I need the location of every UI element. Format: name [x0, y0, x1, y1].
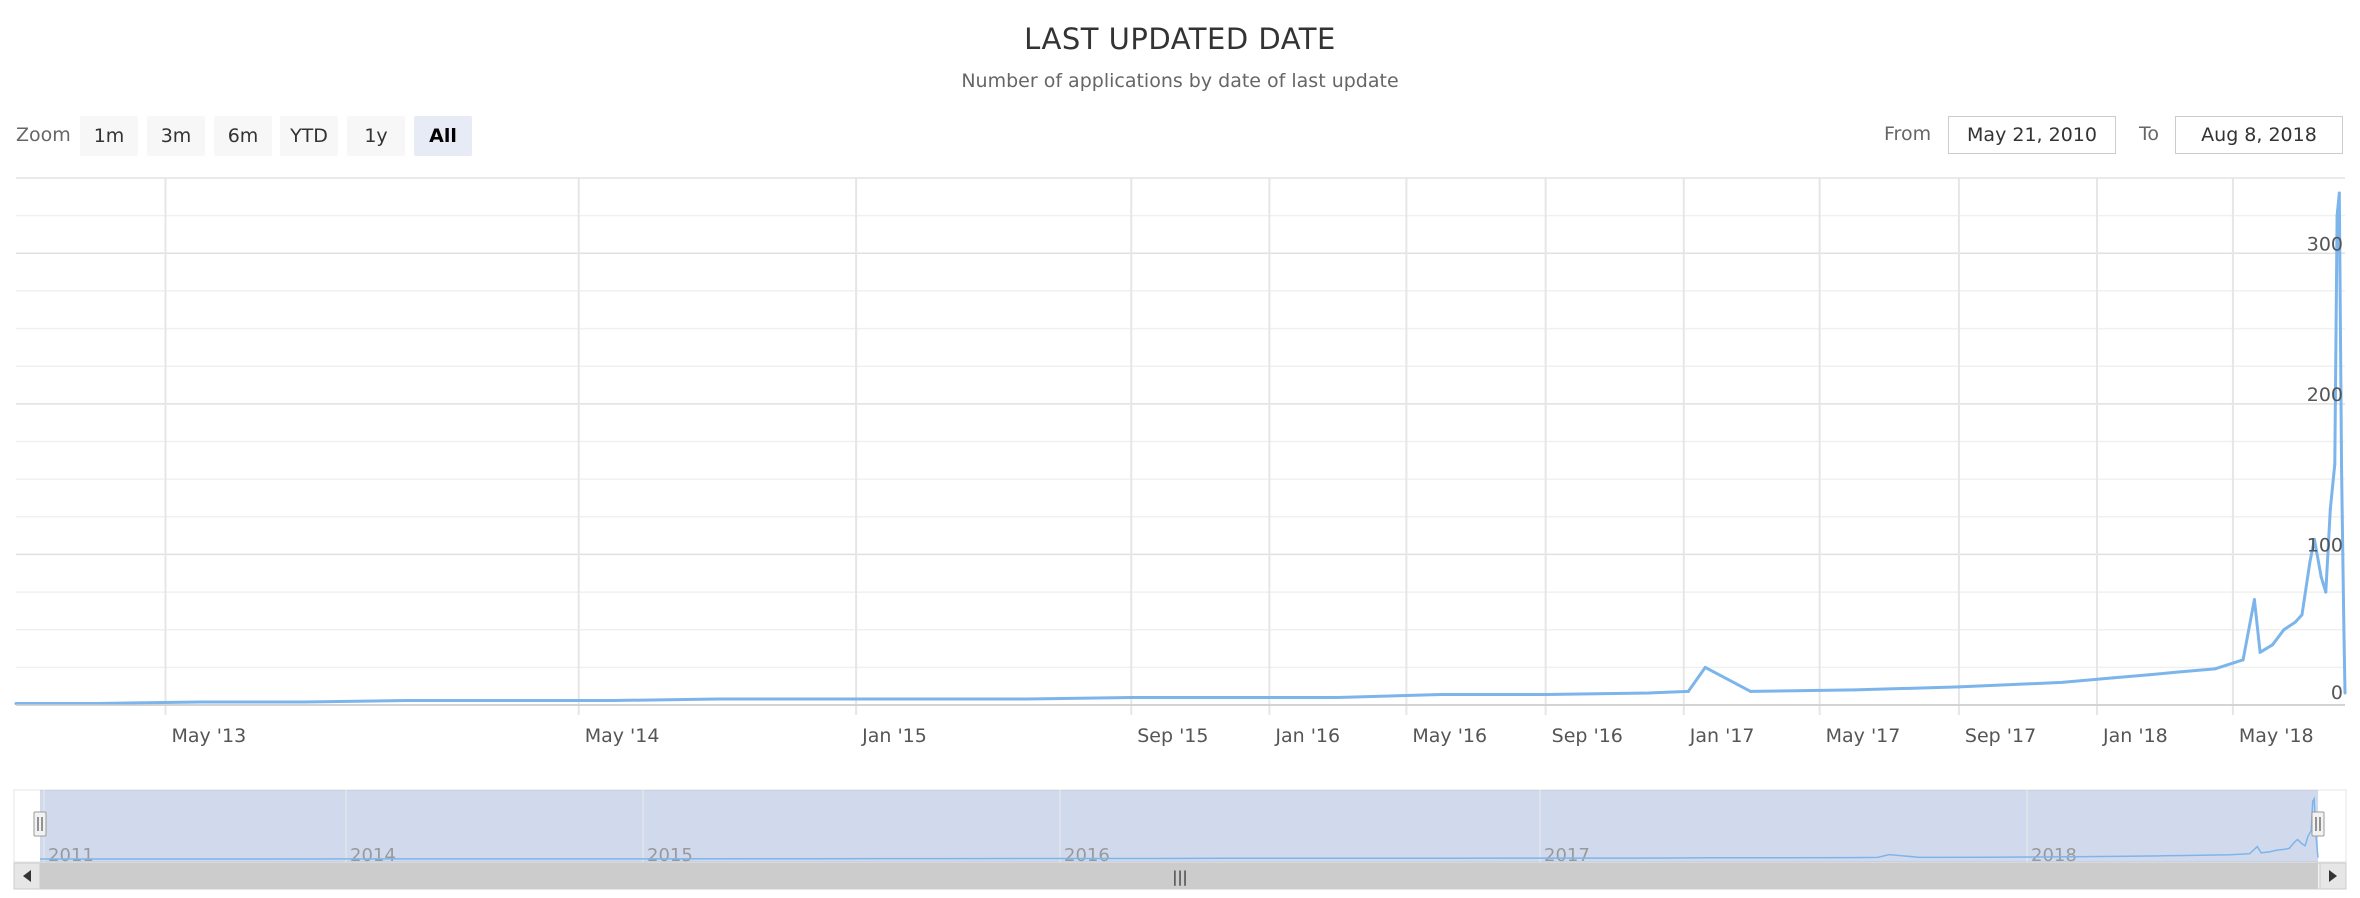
data-point — [2293, 620, 2297, 624]
navigator-year-label: 2018 — [2031, 845, 2077, 866]
x-tick-label: May '13 — [171, 725, 246, 747]
x-tick-label: Sep '17 — [1965, 725, 2036, 747]
data-point — [2312, 537, 2316, 541]
zoom-label: Zoom — [16, 124, 71, 146]
data-point — [2333, 462, 2337, 466]
data-point — [2335, 214, 2339, 218]
data-point — [2308, 560, 2312, 564]
arrow-left-icon — [23, 870, 31, 882]
scrollbar-grip-icon: ||| — [1172, 868, 1187, 886]
data-point — [2343, 691, 2347, 695]
zoom-all-button[interactable]: All — [414, 116, 472, 156]
data-point — [508, 698, 512, 702]
navigator-year-label: 2016 — [1064, 845, 1110, 866]
from-date-input[interactable]: May 21, 2010 — [1948, 116, 2116, 154]
grid — [16, 177, 2345, 715]
zoom-ytd-button[interactable]: YTD — [280, 116, 338, 156]
zoom-6m-button[interactable]: 6m — [214, 116, 272, 156]
data-point — [1439, 692, 1443, 696]
navigator-year-label: 2017 — [1544, 845, 1590, 866]
data-point — [2300, 613, 2304, 617]
data-point — [716, 697, 720, 701]
x-tick-label: Sep '15 — [1137, 725, 1208, 747]
data-point — [2328, 507, 2332, 511]
data-point — [2146, 673, 2150, 677]
data-point — [1544, 692, 1548, 696]
data-point — [1957, 685, 1961, 689]
zoom-1m-button[interactable]: 1m — [80, 116, 138, 156]
x-tick-label: May '16 — [1412, 725, 1487, 747]
zoom-1y-button[interactable]: 1y — [347, 116, 405, 156]
navigator-frame — [13, 789, 2347, 863]
data-point — [2111, 676, 2115, 680]
data-point — [94, 701, 98, 705]
data-point — [819, 697, 823, 701]
data-point — [2258, 650, 2262, 654]
data-point — [1232, 695, 1236, 699]
data-point — [2060, 680, 2064, 684]
data-point — [1129, 695, 1133, 699]
x-tick-label: Jan '17 — [1689, 725, 1755, 747]
data-point — [2213, 667, 2217, 671]
data-point — [1686, 689, 1690, 693]
x-tick-label: Jan '16 — [1274, 725, 1340, 747]
data-point — [2342, 628, 2346, 632]
data-point — [2282, 628, 2286, 632]
chart-title: LAST UPDATED DATE — [1024, 22, 1336, 56]
scrollbar-right-button[interactable] — [2319, 862, 2347, 890]
data-point — [2337, 191, 2341, 195]
data-point — [2252, 598, 2256, 602]
navigator-right-handle[interactable] — [2311, 811, 2325, 837]
navigator-year-label: 2015 — [647, 845, 693, 866]
series — [14, 191, 2347, 705]
data-point — [921, 697, 925, 701]
data-point — [199, 700, 203, 704]
data-point — [2340, 470, 2344, 474]
data-point — [1749, 689, 1753, 693]
from-label: From — [1884, 123, 1932, 145]
handle-body[interactable] — [33, 811, 47, 837]
y-tick-label: 0 — [2331, 682, 2343, 704]
data-point — [2241, 658, 2245, 662]
navigator-left-handle[interactable] — [33, 811, 47, 837]
data-point — [2319, 575, 2323, 579]
arrow-right-icon — [2329, 870, 2337, 882]
navigator-year-label: 2014 — [350, 845, 396, 866]
x-tick-label: Jan '15 — [861, 725, 927, 747]
data-point — [1703, 665, 1707, 669]
y-tick-label: 100 — [2307, 534, 2343, 556]
data-point — [1647, 691, 1651, 695]
x-tick-label: May '17 — [1826, 725, 1901, 747]
data-point — [612, 698, 616, 702]
y-tick-label: 200 — [2307, 384, 2343, 406]
data-point — [14, 701, 18, 705]
navigator-year-label: 2011 — [48, 845, 94, 866]
data-point — [303, 700, 307, 704]
data-point — [406, 698, 410, 702]
navigator[interactable]: 2011 2014 2015 2016 2017 2018 ||| — [13, 789, 2347, 890]
chart-subtitle: Number of applications by date of last u… — [961, 70, 1399, 92]
x-tick-label: Sep '16 — [1552, 725, 1623, 747]
x-tick-label: May '14 — [585, 725, 660, 747]
data-point — [2178, 670, 2182, 674]
x-tick-label: May '18 — [2239, 725, 2314, 747]
data-point — [1335, 695, 1339, 699]
series-line — [16, 191, 2347, 705]
scrollbar-left-button[interactable] — [13, 862, 41, 890]
x-tick-label: Jan '18 — [2102, 725, 2168, 747]
handle-body[interactable] — [2311, 811, 2325, 837]
data-point — [1025, 697, 1029, 701]
navigator-series-line — [39, 796, 2319, 860]
data-point — [2271, 643, 2275, 647]
zoom-3m-button[interactable]: 3m — [147, 116, 205, 156]
data-point — [1853, 688, 1857, 692]
to-label: To — [2139, 123, 2160, 145]
navigator-selected-range[interactable] — [40, 790, 2318, 862]
to-date-input[interactable]: Aug 8, 2018 — [2175, 116, 2343, 154]
y-tick-label: 300 — [2307, 233, 2343, 255]
data-point — [2324, 590, 2328, 594]
scrollbar-thumb[interactable] — [40, 863, 2318, 889]
axes: May '13 May '14 Jan '15 Sep '15 Jan '16 May '… — [16, 233, 2345, 747]
